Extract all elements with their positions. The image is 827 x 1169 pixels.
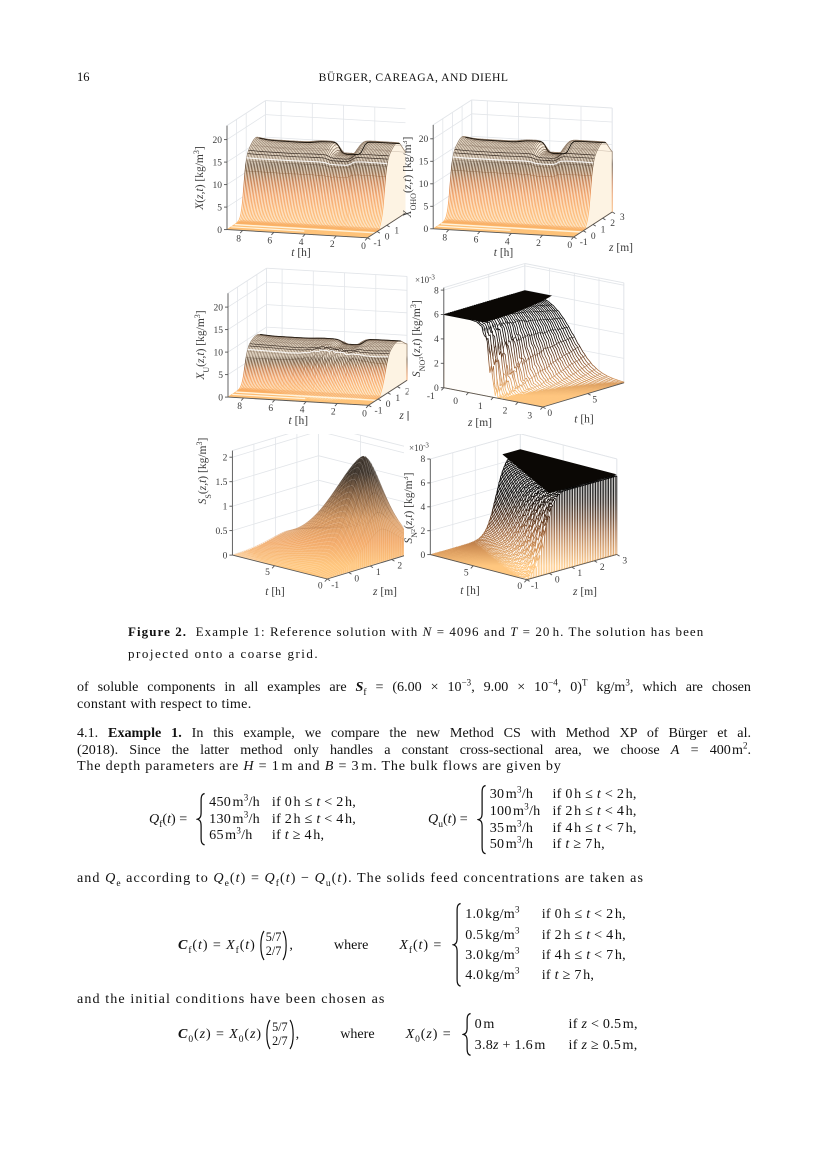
svg-text:2: 2 [610, 219, 615, 229]
svg-text:20: 20 [214, 303, 224, 313]
svg-text:0: 0 [434, 384, 439, 394]
svg-text:3: 3 [620, 213, 625, 223]
svg-text:3: 3 [622, 557, 627, 567]
svg-text:1: 1 [394, 226, 399, 236]
svg-text:20: 20 [419, 135, 429, 145]
svg-text:2: 2 [405, 388, 410, 398]
svg-text:5: 5 [464, 568, 469, 578]
svg-text:t [h]: t [h] [265, 586, 285, 598]
svg-text:XU(z,t) [kg/m3]: XU(z,t) [kg/m3] [193, 310, 211, 380]
svg-text:0: 0 [218, 393, 223, 403]
svg-text:1: 1 [223, 502, 228, 512]
svg-text:5: 5 [592, 396, 597, 406]
svg-text:SN2(z,t) [kg/m3]: SN2(z,t) [kg/m3] [401, 473, 419, 544]
svg-text:8: 8 [442, 234, 447, 244]
svg-text:8: 8 [236, 235, 241, 245]
svg-text:0: 0 [223, 551, 228, 561]
svg-text:-1: -1 [580, 238, 588, 248]
svg-text:2: 2 [503, 407, 508, 417]
svg-text:0: 0 [591, 232, 596, 242]
svg-text:4: 4 [421, 503, 426, 513]
svg-text:t [h]: t [h] [289, 415, 309, 427]
svg-text:0.5: 0.5 [216, 527, 228, 537]
svg-text:0: 0 [217, 226, 222, 236]
svg-text:8: 8 [434, 286, 439, 296]
svg-text:4: 4 [299, 238, 304, 248]
svg-text:1.5: 1.5 [216, 478, 228, 488]
svg-text:3: 3 [527, 412, 532, 422]
svg-text:4: 4 [300, 406, 305, 416]
svg-text:5: 5 [265, 568, 270, 578]
svg-text:z [m]: z [m] [572, 586, 597, 598]
svg-text:1: 1 [601, 226, 606, 236]
svg-text:2: 2 [223, 453, 228, 463]
svg-text:z [m]: z [m] [608, 242, 633, 254]
svg-text:0: 0 [453, 397, 458, 407]
svg-text:2: 2 [434, 360, 439, 370]
svg-text:0: 0 [555, 575, 560, 585]
svg-text:0: 0 [362, 409, 367, 419]
svg-text:t [h]: t [h] [291, 247, 311, 259]
svg-text:×10-3: ×10-3 [415, 274, 435, 286]
svg-text:10: 10 [213, 181, 223, 191]
svg-text:t [h]: t [h] [574, 414, 594, 426]
svg-text:6: 6 [267, 236, 272, 246]
svg-text:-1: -1 [374, 239, 382, 249]
svg-text:1: 1 [376, 568, 381, 578]
svg-text:-1: -1 [375, 406, 383, 416]
svg-text:2: 2 [536, 239, 541, 249]
svg-text:2: 2 [331, 408, 336, 418]
svg-text:0: 0 [517, 582, 522, 592]
svg-text:0: 0 [423, 225, 428, 235]
svg-text:0: 0 [386, 400, 391, 410]
svg-text:8: 8 [421, 455, 426, 465]
svg-text:6: 6 [434, 311, 439, 321]
svg-text:4: 4 [505, 237, 510, 247]
svg-text:5: 5 [423, 203, 428, 213]
svg-text:1: 1 [395, 394, 400, 404]
svg-text:z [: z [ [398, 410, 410, 422]
svg-text:0: 0 [547, 409, 552, 419]
svg-text:2: 2 [600, 563, 605, 573]
svg-text:2: 2 [421, 527, 426, 537]
svg-text:×10-3: ×10-3 [409, 442, 429, 454]
svg-text:z [m]: z [m] [467, 417, 492, 429]
svg-text:4: 4 [434, 335, 439, 345]
svg-text:-1: -1 [427, 392, 435, 402]
svg-text:15: 15 [419, 158, 429, 168]
svg-text:2: 2 [397, 562, 402, 572]
svg-text:5: 5 [217, 203, 222, 213]
svg-text:1: 1 [478, 402, 483, 412]
svg-text:0: 0 [567, 241, 572, 251]
svg-text:8: 8 [237, 402, 242, 412]
svg-text:6: 6 [268, 404, 273, 414]
svg-text:t [h]: t [h] [494, 247, 514, 259]
svg-text:0: 0 [354, 575, 359, 585]
svg-text:10: 10 [214, 348, 224, 358]
svg-text:0: 0 [385, 233, 390, 243]
svg-text:5: 5 [218, 371, 223, 381]
svg-text:1: 1 [577, 569, 582, 579]
svg-text:-1: -1 [531, 582, 539, 592]
svg-text:-1: -1 [331, 581, 339, 591]
svg-text:10: 10 [419, 180, 429, 190]
svg-text:2: 2 [330, 240, 335, 250]
svg-text:6: 6 [474, 236, 479, 246]
svg-text:15: 15 [214, 326, 224, 336]
svg-text:6: 6 [421, 479, 426, 489]
svg-text:0: 0 [421, 551, 426, 561]
svg-text:t [h]: t [h] [460, 585, 480, 597]
svg-text:0: 0 [361, 242, 366, 252]
svg-text:15: 15 [213, 158, 223, 168]
svg-text:0: 0 [318, 582, 323, 592]
svg-text:20: 20 [213, 136, 223, 146]
svg-text:z [m]: z [m] [372, 586, 397, 598]
svg-text:SNO3(z,t) [kg/m3]: SNO3(z,t) [kg/m3] [408, 300, 426, 377]
svg-text:SS(z,t) [kg/m3]: SS(z,t) [kg/m3] [195, 438, 213, 505]
svg-text:X(z,t) [kg/m3]: X(z,t) [kg/m3] [192, 146, 207, 210]
